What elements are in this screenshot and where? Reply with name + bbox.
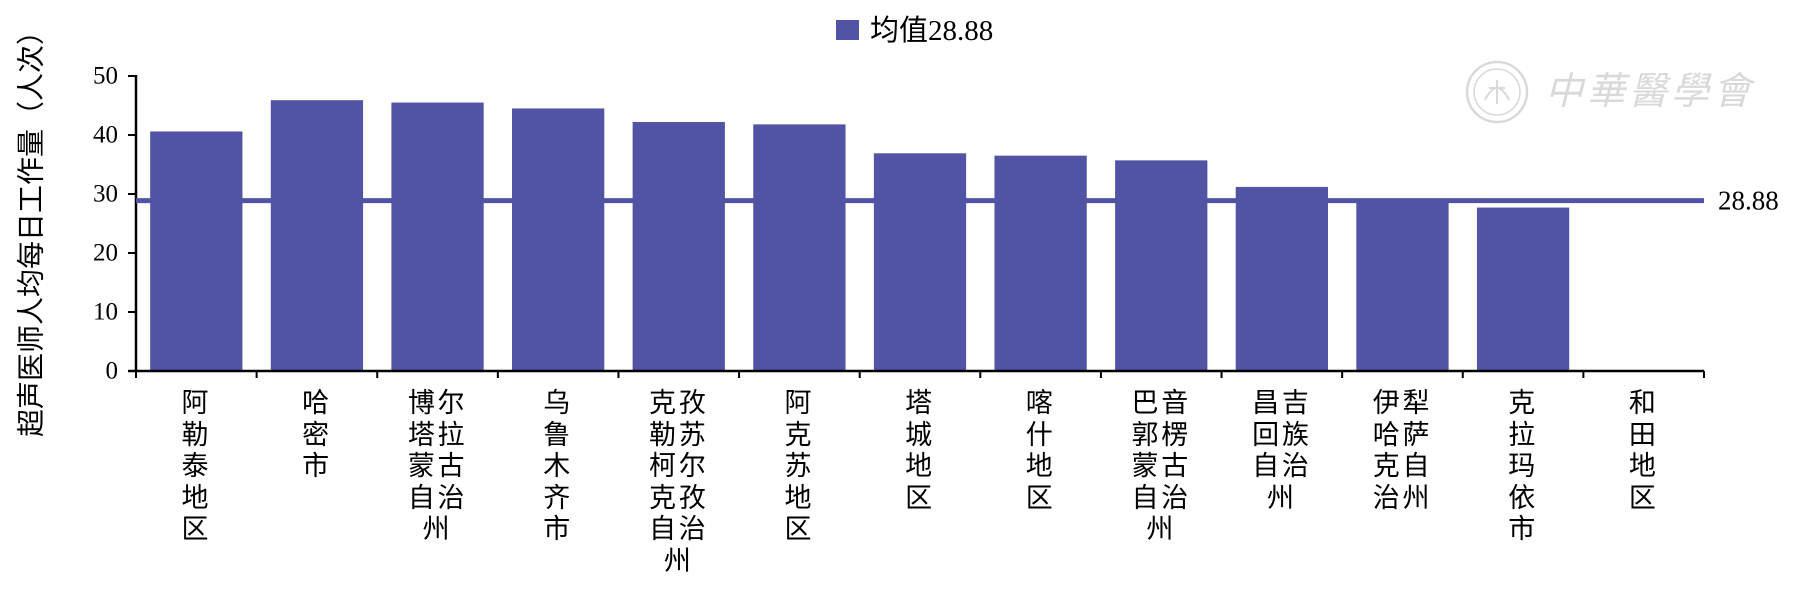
watermark: 中華醫學會 (1465, 60, 1756, 124)
y-tick-label: 50 (93, 63, 118, 90)
y-tick-label: 10 (93, 299, 118, 326)
seal-logo-icon (1465, 60, 1529, 124)
x-tick-label: 博尔塔拉蒙古自治州 (407, 388, 468, 544)
bar-1 (270, 100, 364, 371)
x-tick-label: 巴音郭楞蒙古自治州 (1131, 388, 1191, 544)
watermark-text: 中華醫學會 (1545, 71, 1756, 113)
y-tick-label: 40 (93, 122, 118, 149)
x-tick-label: 塔城地区 (905, 388, 935, 513)
x-tick-label: 阿勒泰地区 (181, 388, 212, 544)
axes-group: 0 10 20 30 40 50 (93, 63, 1705, 385)
x-tick-label: 昌吉回族自治州 (1252, 388, 1312, 513)
bar-5 (753, 124, 846, 371)
x-tick-label: 阿克苏地区 (784, 388, 815, 544)
x-tick-label: 克拉玛依市 (1508, 388, 1538, 544)
x-tick-label: 和田地区 (1628, 388, 1659, 513)
y-tick-label: 30 (93, 181, 118, 208)
bar-7 (994, 155, 1087, 371)
bar-11 (1476, 207, 1570, 371)
y-axis-title: 超声医师人均每日工作量（人次） (16, 17, 48, 437)
x-tick-label: 乌鲁木齐市 (543, 388, 573, 544)
legend-swatch (836, 20, 859, 40)
bars-group (150, 100, 1570, 372)
bar-10 (1356, 199, 1449, 371)
x-tick-label: 克孜勒苏柯尔克孜自治州 (649, 388, 709, 576)
y-tick-label: 20 (93, 240, 118, 267)
legend-label: 均值28.88 (870, 14, 993, 47)
bar-8 (1115, 160, 1208, 371)
legend: 均值28.88 (836, 14, 993, 47)
reference-line-group: 28.88 (136, 186, 1779, 216)
y-tick-label: 0 (106, 358, 119, 385)
bar-6 (873, 153, 967, 371)
seal-inner-ring-icon (1473, 68, 1521, 116)
mean-reference-label: 28.88 (1718, 186, 1779, 216)
x-tick-label: 哈密市 (302, 388, 332, 481)
bar-2 (391, 102, 484, 372)
bar-9 (1235, 186, 1328, 371)
bar-0 (150, 131, 243, 371)
bar-4 (632, 122, 725, 372)
x-tick-label: 喀什地区 (1025, 388, 1056, 513)
x-tick-label: 伊犁哈萨克自治州 (1372, 388, 1433, 513)
bar-3 (512, 108, 605, 371)
seal-emblem-icon (1484, 80, 1510, 104)
